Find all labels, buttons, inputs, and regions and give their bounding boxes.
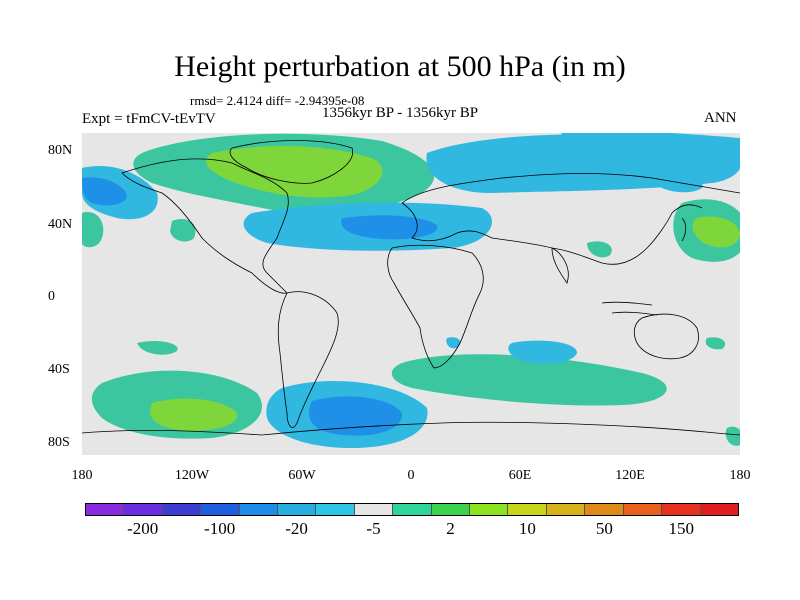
coast-greenland [229, 140, 354, 184]
colorbar-label: 10 [518, 519, 536, 538]
coast-north-america [121, 158, 289, 294]
coast-japan [681, 217, 687, 242]
lon-tick-120w: 120W [174, 468, 210, 483]
coast-south-america [277, 291, 339, 428]
anomaly-negative-madagascar [446, 337, 461, 349]
map-panel [82, 133, 740, 455]
anomaly-strong-negative-north-pacific-west [82, 177, 127, 206]
colorbar-swatch [623, 504, 663, 515]
anomaly-positive-australia-east [705, 337, 726, 350]
anomaly-positive-indian-ocean [587, 241, 612, 258]
colorbar-swatch [508, 504, 547, 515]
colorbar-swatch [201, 504, 240, 515]
coast-antarctica [82, 421, 740, 436]
colorbar-swatch [585, 504, 624, 515]
lat-tick-80n: 80N [48, 143, 73, 158]
colorbar [85, 503, 739, 516]
anomaly-strong-positive-north-pacific [692, 216, 740, 248]
colorbar-label: 150 [668, 519, 695, 538]
lat-tick-80s: 80S [48, 435, 70, 450]
lat-tick-40n: 40N [48, 217, 73, 232]
colorbar-swatch [354, 504, 394, 515]
anomaly-positive-southeast [725, 426, 740, 446]
colorbar-label: -5 [366, 519, 381, 538]
lon-tick-60e: 60E [508, 468, 532, 483]
colorbar-swatch [470, 504, 509, 515]
colorbar-swatch [86, 504, 125, 515]
colorbar-swatch [431, 504, 471, 515]
season-label: ANN [704, 110, 737, 126]
anomaly-positive-north-america [170, 218, 196, 242]
coast-australia [633, 313, 699, 360]
anomaly-strong-negative-atlantic [341, 215, 438, 240]
coastlines [82, 140, 740, 436]
colorbar-swatch [393, 504, 432, 515]
coast-africa [387, 244, 484, 369]
anomaly-negative-asia [657, 171, 703, 193]
anomaly-strong-positive-south-pacific [150, 398, 238, 431]
page-title: Height perturbation at 500 hPa (in m) [174, 50, 626, 83]
colorbar-label: 2 [446, 519, 455, 538]
anomaly-positive-southern-ocean [137, 340, 178, 355]
anomaly-positive-west-pacific [82, 212, 104, 248]
colorbar-swatch [662, 504, 701, 515]
coast-indonesia [601, 301, 658, 316]
colorbar-label: 50 [595, 519, 613, 538]
colorbar-label: -100 [204, 519, 236, 538]
colorbar-label: -200 [127, 519, 159, 538]
colorbar-swatch [546, 504, 586, 515]
colorbar-swatch [124, 504, 163, 515]
lon-tick-180e: 180 [729, 468, 751, 483]
anomaly-positive-south-atlantic [391, 354, 667, 406]
lat-tick-40s: 40S [48, 362, 70, 377]
anomaly-negative-indian-ocean [508, 340, 577, 364]
colorbar-swatch [278, 504, 317, 515]
lat-tick-0: 0 [48, 289, 55, 304]
colorbar-label: -20 [285, 519, 308, 538]
colorbar-swatch [316, 504, 355, 515]
experiment-label: Expt = tFmCV-tEvTV [82, 111, 216, 127]
period-label: 1356kyr BP - 1356kyr BP [322, 105, 479, 121]
lon-tick-60w: 60W [288, 468, 316, 483]
coast-india [551, 247, 569, 284]
anomaly-negative-east-pacific [557, 133, 740, 178]
stats-line: rmsd= 2.4124 diff= -2.94395e-08 [190, 93, 365, 108]
colorbar-swatch [162, 504, 202, 515]
colorbar-swatch [700, 504, 738, 515]
colorbar-swatch [239, 504, 279, 515]
lon-tick-0: 0 [407, 468, 415, 483]
anomaly-strong-positive-greenland [206, 146, 383, 198]
map-svg [82, 133, 740, 455]
lon-tick-180w: 180 [71, 468, 93, 483]
lon-tick-120e: 120E [615, 468, 645, 483]
